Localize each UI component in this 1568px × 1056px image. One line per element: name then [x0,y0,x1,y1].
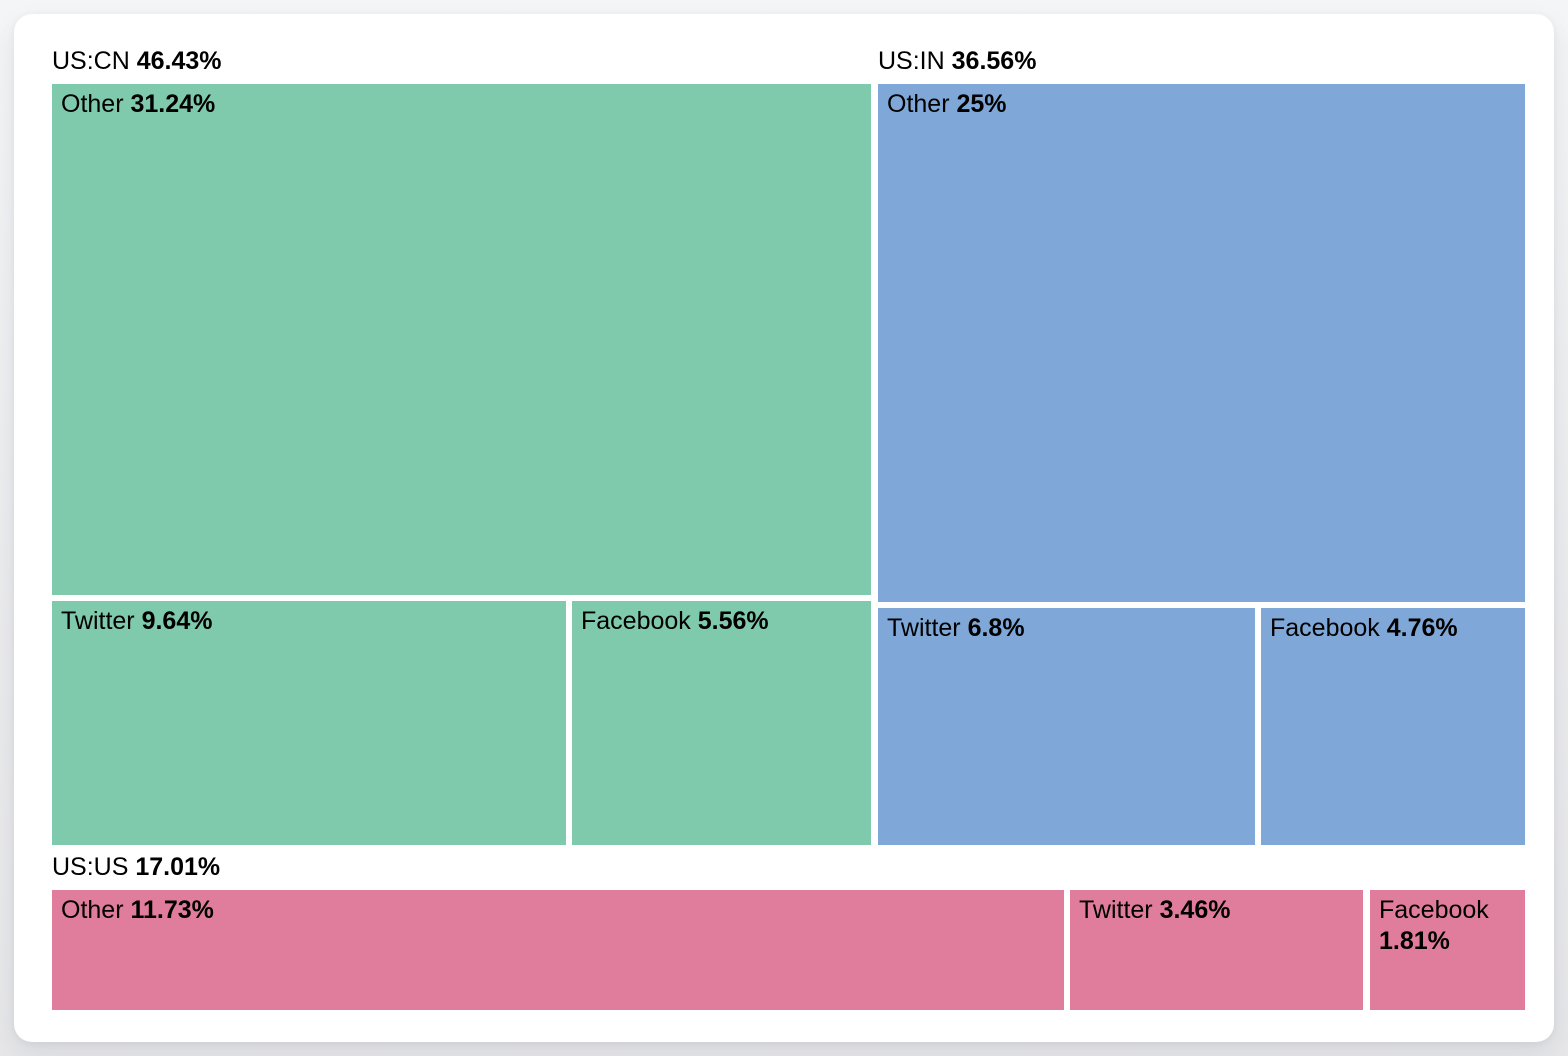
group-value: 46.43% [136,47,222,75]
tile-value: 9.64% [141,607,213,635]
tile-name: Twitter [1079,896,1153,924]
tile-name: Facebook [1270,614,1380,642]
treemap-tile-us-in-twitter[interactable]: Twitter 6.8% [878,608,1255,845]
tile-value: 4.76% [1386,614,1458,642]
tile-name: Twitter [887,614,961,642]
chart-card: US:CN 46.43% US:IN 36.56% US:US 17.01% O… [14,14,1554,1042]
tile-value: 11.73% [130,896,214,924]
group-name: US:US [52,853,129,881]
group-value: 17.01% [135,853,221,881]
treemap-tile-us-us-facebook[interactable]: Facebook 1.81% [1370,890,1525,1010]
group-name: US:CN [52,47,130,75]
tile-value: 31.24% [130,90,216,118]
treemap-tile-us-us-twitter[interactable]: Twitter 3.46% [1070,890,1363,1010]
tile-value: 3.46% [1159,896,1231,924]
tile-name: Other [61,896,124,924]
tile-name: Other [887,90,950,118]
group-header-us-us: US:US 17.01% [52,852,220,882]
tile-name: Other [61,90,124,118]
treemap-tile-us-us-other[interactable]: Other 11.73% [52,890,1064,1010]
tile-value: 25% [956,90,1007,118]
tile-value: 5.56% [697,607,769,635]
treemap-tile-us-cn-twitter[interactable]: Twitter 9.64% [52,601,566,845]
treemap-tile-us-cn-other[interactable]: Other 31.24% [52,84,871,595]
tile-name: Twitter [61,607,135,635]
group-name: US:IN [878,47,945,75]
treemap-chart: US:CN 46.43% US:IN 36.56% US:US 17.01% O… [14,14,1554,1042]
treemap-tile-us-in-facebook[interactable]: Facebook 4.76% [1261,608,1525,845]
treemap-tile-us-cn-facebook[interactable]: Facebook 5.56% [572,601,871,845]
group-header-us-in: US:IN 36.56% [878,46,1036,76]
tile-value: 6.8% [967,614,1025,642]
tile-name: Facebook [1379,896,1489,924]
tile-name: Facebook [581,607,691,635]
group-value: 36.56% [951,47,1037,75]
tile-value: 1.81% [1379,927,1450,955]
group-header-us-cn: US:CN 46.43% [52,46,222,76]
treemap-tile-us-in-other[interactable]: Other 25% [878,84,1525,602]
